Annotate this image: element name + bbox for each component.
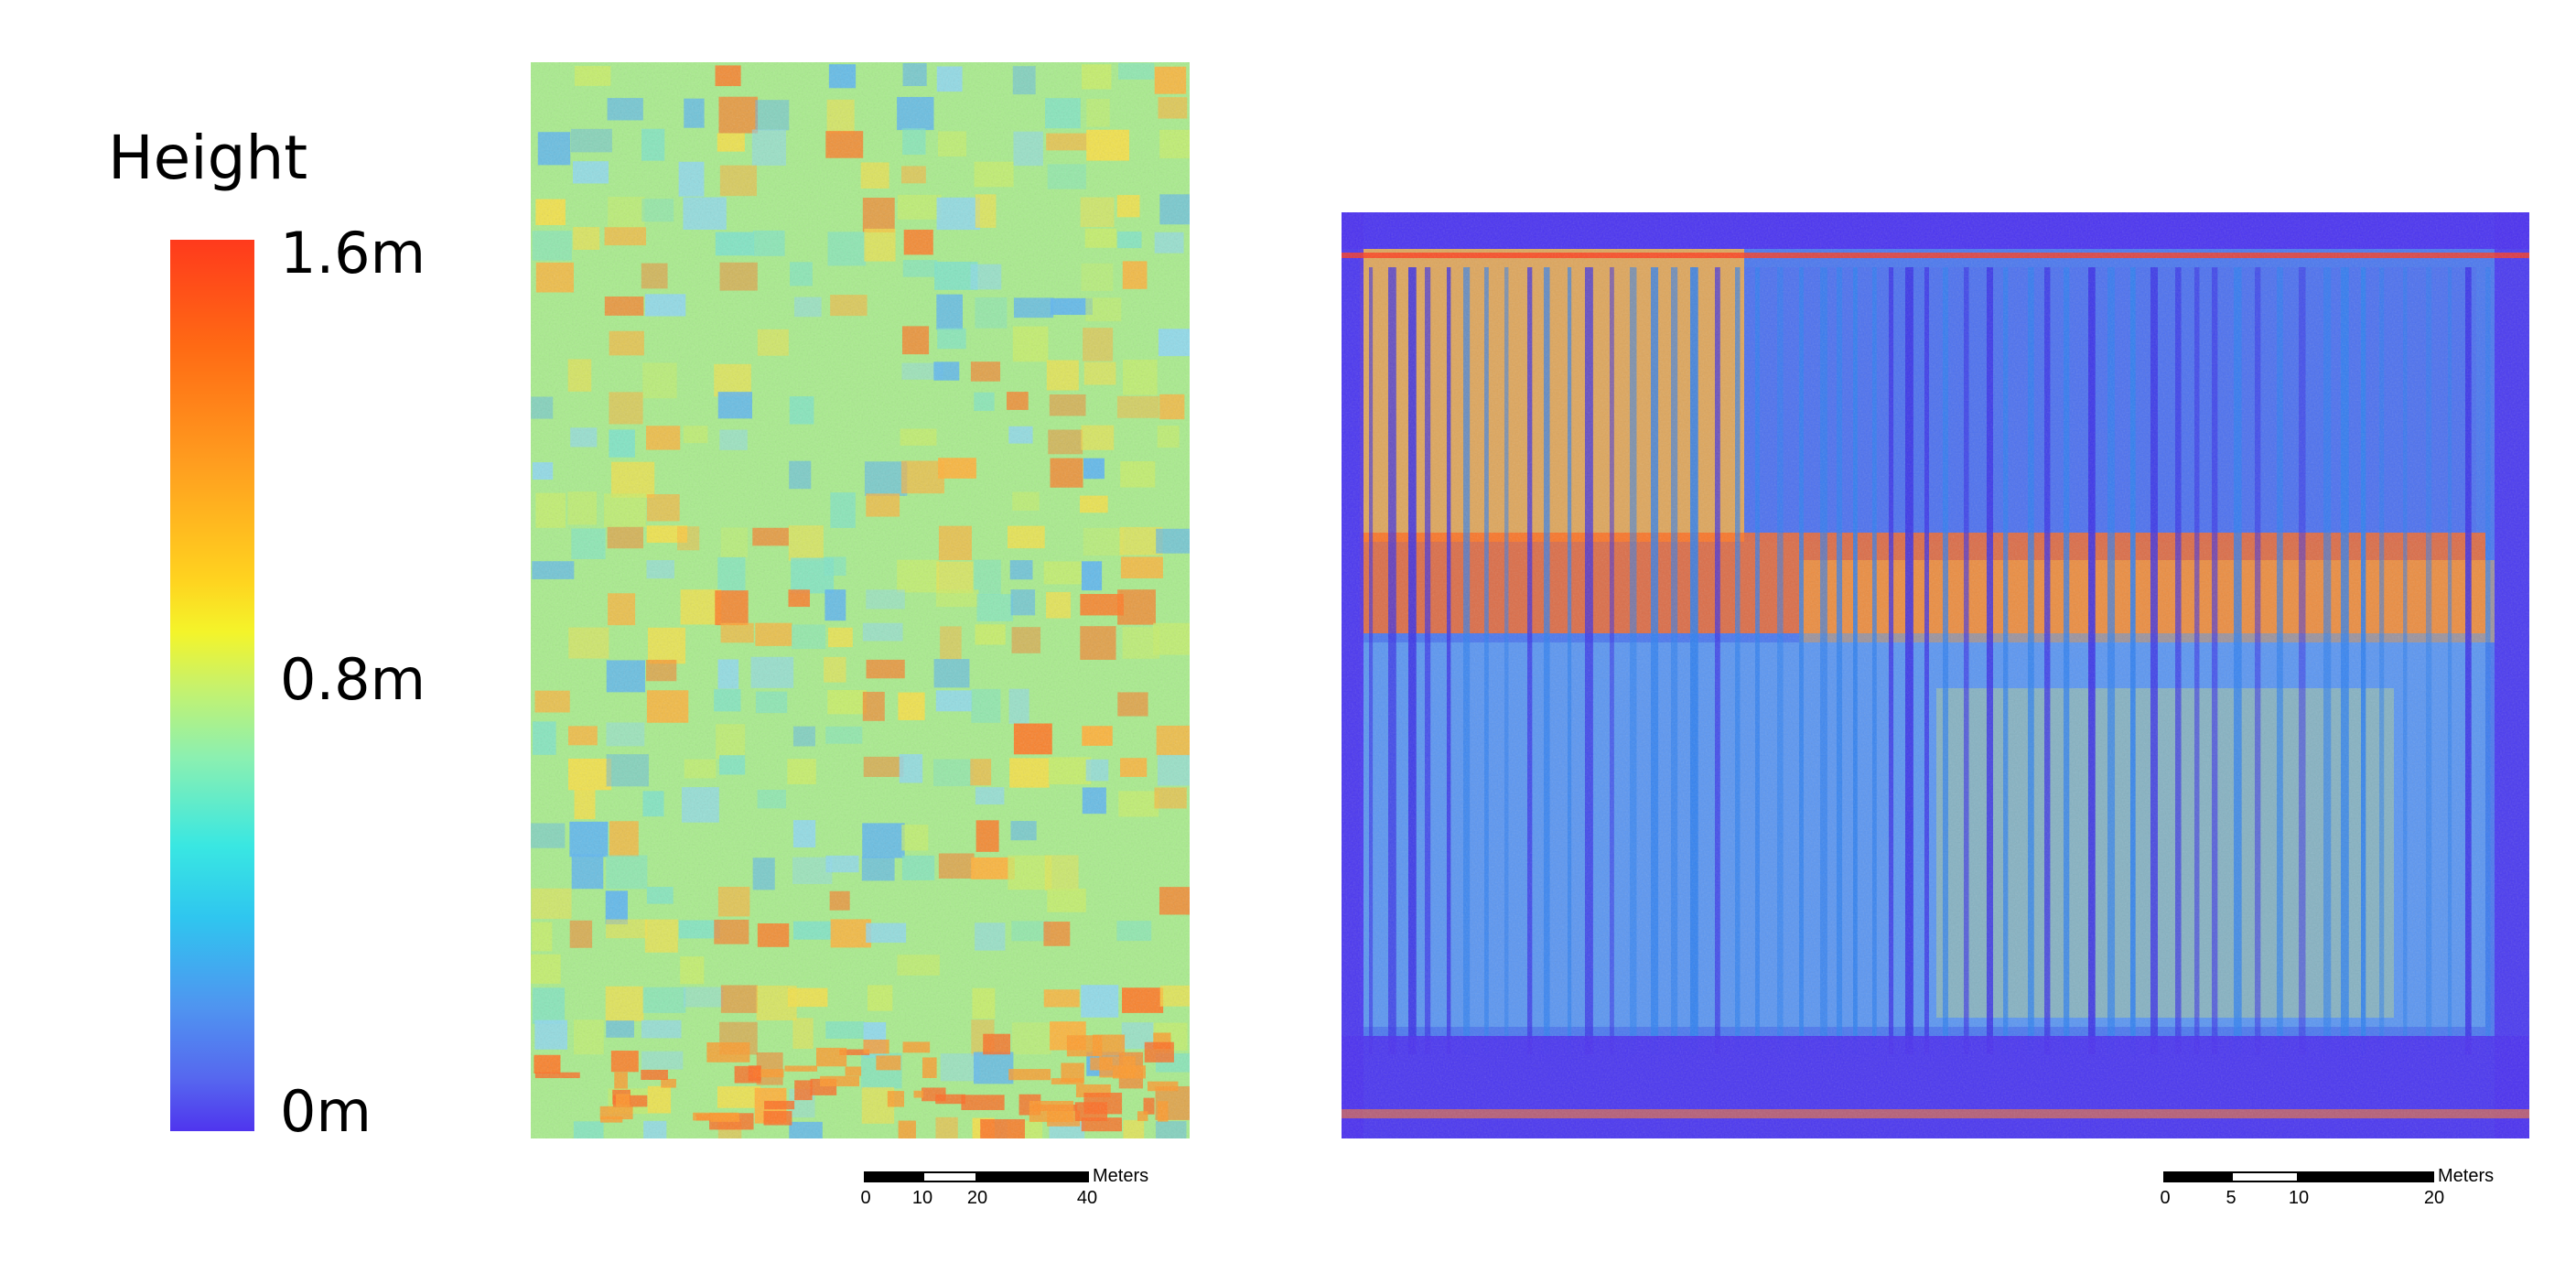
scale-bar-segment — [2299, 1171, 2434, 1182]
scale-bar-segment — [922, 1171, 977, 1182]
scale-bar-segment — [977, 1171, 1089, 1182]
right-height-map — [1342, 212, 2529, 1138]
left-height-map — [531, 62, 1190, 1138]
scale-bar-left: Meters 0 10 20 40 — [860, 1166, 1157, 1226]
scale-bar-tick-label: 20 — [2423, 1188, 2445, 1208]
scale-bar-unit: Meters — [2438, 1166, 2495, 1186]
legend-color-ramp — [170, 240, 254, 1131]
scale-bar-tick-label: 20 — [966, 1188, 988, 1208]
scale-bar-tick-label: 5 — [2226, 1188, 2236, 1208]
scale-bar-segment — [864, 1171, 922, 1182]
scale-bar-segment — [2231, 1171, 2299, 1182]
scale-bar-right: Meters 0 5 10 20 — [2160, 1166, 2529, 1226]
scale-bar-tick-label: 40 — [1076, 1188, 1098, 1208]
scale-bar-tick-label: 0 — [860, 1188, 871, 1208]
scale-bar-unit: Meters — [1093, 1166, 1149, 1186]
legend-max-label: 1.6m — [280, 220, 426, 286]
legend-mid-label: 0.8m — [280, 646, 426, 713]
scale-bar-tick-label: 10 — [2288, 1188, 2310, 1208]
legend-min-label: 0m — [280, 1078, 372, 1145]
scale-bar-segment — [2163, 1171, 2231, 1182]
scale-bar-tick-label: 0 — [2160, 1188, 2171, 1208]
scale-bar-tick-label: 10 — [911, 1188, 933, 1208]
legend-title: Height — [108, 123, 308, 193]
